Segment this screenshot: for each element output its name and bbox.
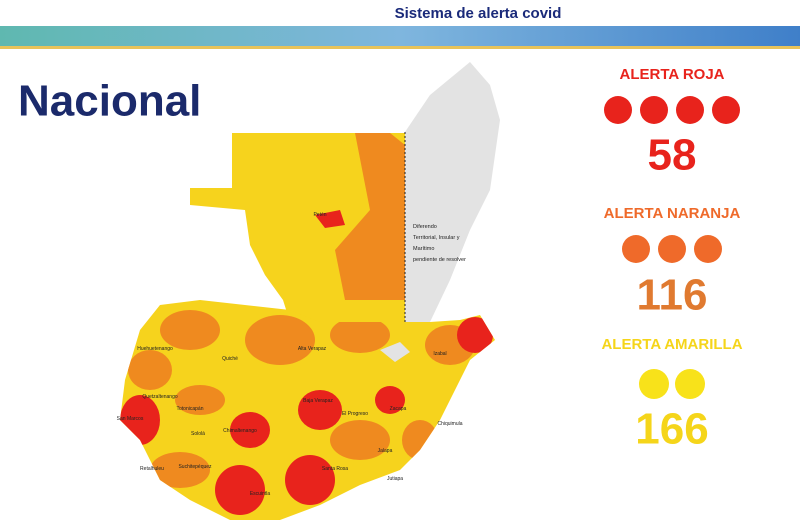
department-label: Jutiapa <box>387 476 403 482</box>
department-label: San Marcos <box>117 416 144 422</box>
alert-label: ALERTA AMARILLA <box>601 336 742 353</box>
department-label: Suchitepéquez <box>178 464 212 470</box>
municipalities <box>120 310 493 515</box>
alert-dots <box>622 235 722 263</box>
alert-orange: ALERTA NARANJA 116 <box>604 205 741 320</box>
department-label: El Progreso <box>342 411 368 417</box>
department-label: Chiquimula <box>437 421 462 427</box>
dispute-note: Diferendo Territorial, Insular y Marítimo p… <box>413 224 466 263</box>
department-label: Santa Rosa <box>322 466 348 472</box>
department-label: Izabal <box>433 351 446 357</box>
peten-red <box>315 210 345 228</box>
alert-count: 166 <box>635 405 708 454</box>
lake <box>380 342 410 362</box>
peten-orange <box>335 133 405 300</box>
header-title: Sistema de alerta covid <box>395 5 562 22</box>
header-rule <box>0 46 800 49</box>
department-label: Quetzaltenango <box>142 394 178 400</box>
department-label: Zacapa <box>390 406 407 412</box>
department-label: Petén <box>313 212 326 218</box>
department-label: Sololá <box>191 431 205 437</box>
heading: Nacional <box>18 77 201 126</box>
department-label: Chimaltenango <box>223 428 257 434</box>
alert-count: 116 <box>637 271 708 320</box>
alert-label: ALERTA ROJA <box>620 66 725 83</box>
alert-label: ALERTA NARANJA <box>604 205 741 222</box>
department-label: Quiché <box>222 356 238 362</box>
alert-yellow: ALERTA AMARILLA 166 <box>601 336 742 454</box>
department-label: Retalhuleu <box>140 466 164 472</box>
alert-count: 58 <box>648 131 697 180</box>
alert-red: ALERTA ROJA 58 <box>604 66 740 180</box>
header-band <box>0 26 800 46</box>
department-label: Huehuetenango <box>137 346 173 352</box>
department-label: Escuintla <box>250 491 271 497</box>
department-label: Totonicapán <box>177 406 204 412</box>
department-labels: Petén Alta Verapaz Izabal Quiché Huehuetenan… <box>117 212 463 497</box>
map: Diferendo Territorial, Insular y Marítimo p… <box>120 62 500 520</box>
department-label: Jalapa <box>378 448 393 454</box>
alert-dots <box>604 96 740 124</box>
disputed-area <box>405 62 500 322</box>
department-label: Alta Verapaz <box>298 346 327 352</box>
department-label: Baja Verapaz <box>303 398 333 404</box>
alert-dots <box>639 369 705 399</box>
